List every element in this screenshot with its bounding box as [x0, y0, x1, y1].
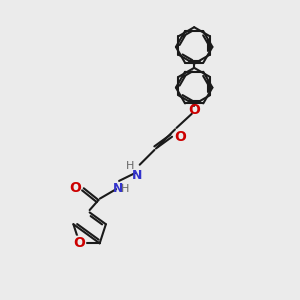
Text: O: O [70, 181, 81, 195]
Text: O: O [74, 236, 85, 250]
Text: O: O [188, 103, 200, 117]
Text: N: N [112, 182, 123, 195]
Text: H: H [126, 161, 134, 171]
Text: O: O [174, 130, 186, 144]
Text: N: N [132, 169, 142, 182]
Text: H: H [121, 184, 129, 194]
